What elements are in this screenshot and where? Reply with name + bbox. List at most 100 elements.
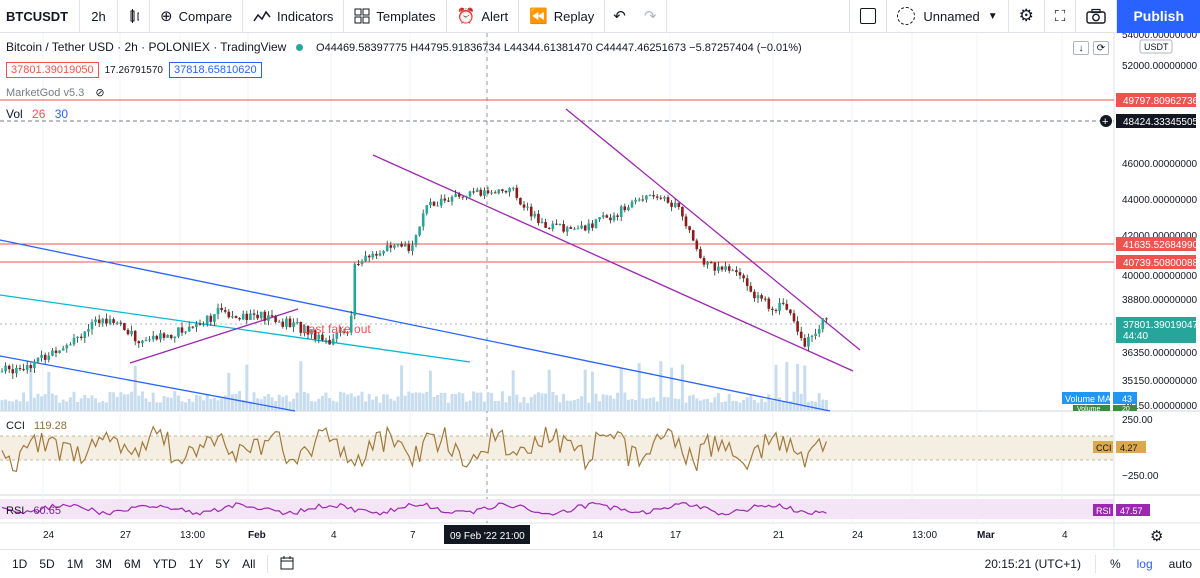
log-toggle[interactable]: log xyxy=(1136,557,1153,571)
currency-select[interactable] xyxy=(1139,39,1173,54)
candle-body xyxy=(90,322,94,330)
chart-canvas[interactable]: Last fake out 54000.00000000 52000.00000… xyxy=(0,30,1200,548)
interval-button[interactable]: 2h xyxy=(80,0,118,33)
clock[interactable]: 20:15:21 (UTC+1) xyxy=(984,557,1081,571)
range-5d[interactable]: 5D xyxy=(39,557,55,571)
candle xyxy=(702,255,706,268)
layout-name-button[interactable]: Unnamed ▼ xyxy=(887,0,1009,33)
volume-bar xyxy=(670,367,674,411)
volume-bar xyxy=(511,370,515,411)
candle xyxy=(735,266,738,276)
auto-toggle[interactable]: auto xyxy=(1168,557,1192,571)
axis-settings-gear-icon[interactable]: ⚙ xyxy=(1150,528,1163,545)
candle-body xyxy=(360,261,364,265)
candle-body xyxy=(277,321,281,323)
bar-style-button[interactable] xyxy=(118,0,150,33)
add-alert-icon[interactable] xyxy=(1100,115,1112,127)
candle-body xyxy=(306,325,310,335)
volume-bar xyxy=(688,395,692,411)
range-5y[interactable]: 5Y xyxy=(215,557,231,571)
candle xyxy=(47,352,51,363)
volume-bar xyxy=(529,397,533,411)
volume-bar xyxy=(648,397,652,411)
templates-button[interactable]: Templates xyxy=(344,0,447,33)
undo-button[interactable]: ↶ xyxy=(605,0,634,33)
annotation-last-fake-out[interactable]: Last fake out xyxy=(302,322,371,336)
volume-bar xyxy=(317,398,321,411)
vol-ma2-value: 30 xyxy=(54,107,69,121)
volume-bar xyxy=(313,401,317,411)
volume-bar xyxy=(234,394,238,411)
volume-bar xyxy=(83,395,87,411)
range-1y[interactable]: 1Y xyxy=(188,557,204,571)
trendline-purple-lower[interactable] xyxy=(372,154,854,372)
candle xyxy=(227,308,231,319)
redo-button[interactable]: ↷ xyxy=(634,0,668,33)
range-1d[interactable]: 1D xyxy=(12,557,28,571)
rsi-legend[interactable]: RSI 60.65 xyxy=(6,505,61,517)
snapshot-button[interactable] xyxy=(1076,0,1118,33)
time-axis[interactable]: 24 27 13:00 Feb 4 7 14 17 21 24 13:00 Ma… xyxy=(43,530,1068,541)
candle xyxy=(749,281,753,293)
replay-button[interactable]: ⏪ Replay xyxy=(519,0,606,33)
candle xyxy=(87,323,90,337)
price-label-dark-bg xyxy=(1116,114,1196,128)
candle xyxy=(61,345,65,351)
candle xyxy=(259,311,263,320)
layout-toggle-button[interactable] xyxy=(849,0,888,33)
eye-hidden-icon[interactable]: ⊘ xyxy=(95,87,105,99)
volume-bar xyxy=(331,400,335,411)
candle-body xyxy=(508,188,511,193)
candle-body xyxy=(285,318,288,327)
volume-bar xyxy=(781,401,785,411)
range-3m[interactable]: 3M xyxy=(95,557,113,571)
time-label-21: 21 xyxy=(773,530,785,541)
trendline-purple-upper[interactable] xyxy=(565,108,861,351)
ask-price-button[interactable]: 37818.65810620 xyxy=(169,62,262,78)
bid-price-button[interactable]: 37801.39019050 xyxy=(6,62,99,78)
alert-button[interactable]: ⏰ Alert xyxy=(447,0,520,33)
collapse-pane-button[interactable]: ↓ xyxy=(1073,41,1089,55)
volume-legend[interactable]: Vol 26 30 xyxy=(6,107,68,121)
compare-button[interactable]: ⊕ Compare xyxy=(150,0,244,33)
range-6m[interactable]: 6M xyxy=(124,557,141,571)
publish-button[interactable]: Publish xyxy=(1117,0,1200,33)
volume-bar xyxy=(86,398,90,411)
candle-body xyxy=(69,344,72,346)
candle-body xyxy=(407,244,411,251)
trendline-blue-lower[interactable] xyxy=(0,355,296,412)
candle-body xyxy=(699,249,702,259)
time-label-mar: Mar xyxy=(977,530,995,541)
indicator-legend[interactable]: MarketGod v5.3 ⊘ xyxy=(6,86,105,99)
candle xyxy=(25,360,29,374)
indicators-button[interactable]: Indicators xyxy=(243,0,345,33)
currency-label: USDT xyxy=(1144,42,1169,52)
trendline-purple-rising[interactable] xyxy=(129,308,299,364)
cci-legend[interactable]: CCI 119.28 xyxy=(6,420,67,432)
maximize-pane-button[interactable]: ⟳ xyxy=(1093,41,1109,55)
candle-body xyxy=(65,345,69,349)
candle-body xyxy=(310,330,313,335)
range-1m[interactable]: 1M xyxy=(66,557,84,571)
chart-area[interactable]: Last fake out 54000.00000000 52000.00000… xyxy=(0,30,1200,548)
range-ytd[interactable]: YTD xyxy=(152,557,177,571)
range-all[interactable]: All xyxy=(242,557,256,571)
fullscreen-button[interactable]: ⛶ xyxy=(1045,0,1077,33)
goto-date-button[interactable] xyxy=(274,555,300,573)
symbol-search-button[interactable]: BTCUSDT xyxy=(0,0,80,33)
volume-bar xyxy=(598,401,602,411)
settings-button[interactable]: ⚙ xyxy=(1009,0,1045,33)
volume-ma-value-bg xyxy=(1113,392,1137,404)
candle xyxy=(105,313,108,327)
rsi-axis-value-bg xyxy=(1116,504,1150,516)
candle-body xyxy=(371,253,375,258)
percent-toggle[interactable]: % xyxy=(1109,557,1121,571)
volume-bar xyxy=(634,400,638,411)
volume-bar xyxy=(785,361,789,411)
price-axis[interactable]: 54000.00000000 52000.00000000 46000.0000… xyxy=(1122,30,1198,412)
trendline-blue-upper[interactable] xyxy=(0,239,831,412)
trendline-cyan[interactable] xyxy=(0,294,471,363)
candle-body xyxy=(749,285,753,292)
candle xyxy=(40,350,43,362)
candle xyxy=(544,218,547,228)
